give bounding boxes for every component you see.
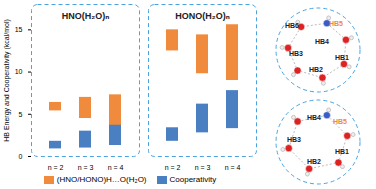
- svg-text:HB4: HB4: [315, 38, 329, 45]
- svg-text:HONO(H₂O)ₙ: HONO(H₂O)ₙ: [175, 11, 230, 21]
- svg-text:HB6: HB6: [285, 22, 299, 29]
- svg-text:HB4: HB4: [307, 114, 321, 121]
- svg-text:HB3: HB3: [287, 136, 301, 143]
- svg-text:n = 4: n = 4: [108, 164, 124, 171]
- svg-text:n = 4: n = 4: [225, 164, 241, 171]
- svg-text:n = 3: n = 3: [195, 164, 211, 171]
- svg-text:10: 10: [15, 68, 23, 75]
- svg-text:HNO(H₂O)ₙ: HNO(H₂O)ₙ: [62, 11, 110, 21]
- svg-text:HB5: HB5: [333, 118, 347, 125]
- html-text:(HNO/HONO)H…O(H₂O): (HNO/HONO)H…O(H₂O): [56, 175, 147, 184]
- svg-text:HB1: HB1: [335, 148, 349, 155]
- svg-text:n = 2: n = 2: [165, 164, 181, 171]
- svg-text:n = 2: n = 2: [48, 164, 64, 171]
- svg-text:n = 3: n = 3: [78, 164, 94, 171]
- svg-text:HB5: HB5: [329, 20, 343, 27]
- svg-text:HB Energy and Cooperativity (k: HB Energy and Cooperativity (kcal/mol): [3, 19, 11, 142]
- svg-text:0: 0: [19, 153, 23, 160]
- svg-text:5: 5: [19, 111, 23, 118]
- svg-text:15: 15: [15, 26, 23, 33]
- svg-text:HB1: HB1: [335, 54, 349, 61]
- svg-text:HB3: HB3: [289, 50, 303, 57]
- svg-text:HB2: HB2: [309, 66, 323, 73]
- html-text:Cooperativity: Cooperativity: [169, 175, 217, 184]
- svg-text:HB2: HB2: [307, 158, 321, 165]
